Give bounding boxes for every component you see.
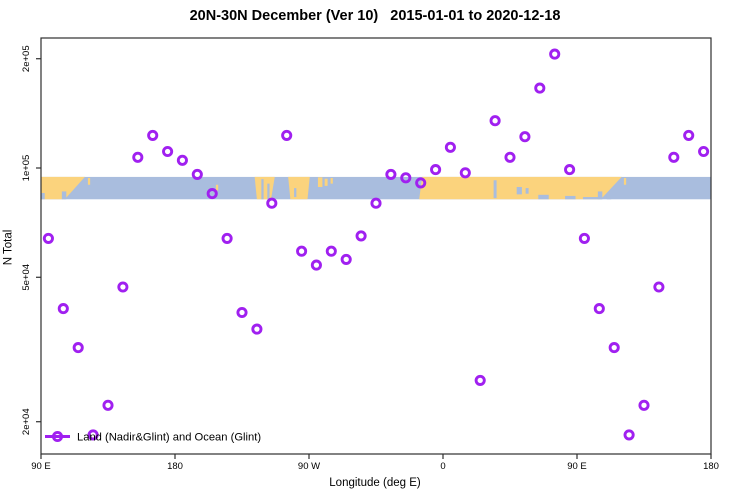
data-point-marker (444, 141, 456, 153)
water-inlet (516, 186, 522, 195)
water-inlet (294, 188, 297, 198)
data-point-marker (519, 131, 531, 143)
plot-border (40, 37, 712, 455)
legend: Land (Nadir&Glint) and Ocean (Glint) (45, 430, 261, 444)
data-point-marker (578, 232, 590, 244)
data-point-marker (266, 197, 278, 209)
water-inlet (41, 193, 45, 200)
y-tick-label: 2e+05 (21, 45, 32, 72)
chart-title: 20N-30N December (Ver 10) 2015-01-01 to … (189, 8, 561, 24)
data-point-marker (668, 151, 680, 163)
data-point-marker (549, 48, 561, 60)
y-tick-label: 1e+05 (21, 155, 32, 182)
data-point-marker (698, 145, 710, 158)
data-point-marker (653, 281, 665, 293)
water-inlet (538, 194, 549, 200)
data-point-marker (474, 374, 486, 386)
data-point-marker (221, 232, 233, 244)
data-points (42, 48, 710, 441)
data-point-marker (430, 164, 442, 176)
water-inlet (597, 191, 603, 200)
x-tick-label: 90 W (298, 461, 320, 472)
x-tick-label: 180 (167, 461, 183, 472)
data-point-marker (459, 167, 471, 179)
data-point-marker (593, 303, 605, 315)
data-point-marker (42, 232, 54, 244)
data-point-marker (638, 399, 650, 411)
water-inlet (582, 197, 603, 200)
land-islet (623, 178, 627, 185)
data-point-marker (162, 145, 174, 158)
data-point-marker (385, 168, 397, 180)
x-tick-label: 90 E (31, 461, 51, 472)
land-patch (288, 176, 310, 200)
data-point-marker (72, 342, 84, 354)
water-inlet (61, 191, 67, 200)
water-inlet (267, 183, 270, 200)
legend-label: Land (Nadir&Glint) and Ocean (Glint) (77, 432, 261, 444)
data-point-marker (206, 188, 218, 200)
water-inlet (606, 194, 612, 200)
water-inlet (261, 179, 264, 200)
data-point-marker (132, 151, 144, 163)
land-patch (41, 176, 85, 200)
data-point-marker (564, 164, 576, 176)
map-strip (41, 176, 711, 200)
data-point-marker (57, 303, 69, 315)
data-point-marker (608, 342, 620, 354)
land-islet (215, 184, 219, 191)
land-islet (87, 178, 91, 185)
plot-frame (40, 37, 712, 455)
data-point-marker (87, 429, 99, 441)
data-point-marker (534, 82, 546, 94)
data-point-marker (340, 253, 352, 265)
data-point-marker (325, 245, 337, 257)
data-point-marker (191, 168, 203, 180)
data-point-marker (117, 281, 129, 293)
x-tick-label: 0 (440, 461, 445, 472)
data-point-marker (623, 429, 635, 441)
water-inlet (525, 188, 529, 194)
land-islet (330, 178, 333, 184)
x-axis-label: Longitude (deg E) (329, 477, 421, 489)
x-tick-label: 90 E (567, 461, 587, 472)
y-tick-label: 5e+04 (21, 264, 32, 291)
data-point-marker (683, 129, 695, 141)
data-point-marker (489, 115, 501, 127)
water-inlet (565, 195, 576, 200)
y-axis-label: N Total (2, 229, 15, 266)
data-point-marker (310, 259, 322, 271)
land-islet (324, 178, 328, 186)
data-point-marker (102, 399, 114, 411)
data-point-marker (370, 197, 382, 209)
data-point-marker (415, 177, 427, 189)
data-point-marker (147, 129, 159, 141)
data-point-marker (281, 129, 293, 141)
data-point-marker (251, 323, 263, 335)
water-inlet (493, 180, 497, 199)
data-point-marker (236, 306, 248, 319)
data-point-marker (355, 230, 367, 242)
y-tick-label: 2e+04 (21, 408, 32, 435)
land-islet (317, 177, 323, 187)
land-patch (254, 176, 275, 200)
data-point-marker (176, 154, 188, 166)
legend-marker-icon (51, 430, 64, 443)
axis-ticks: 90 E 180 90 W 0 90 E 180 2e+04 5e+04 1e+05 2e+05 (21, 45, 719, 472)
data-point-marker (296, 245, 308, 257)
x-tick-label: 180 (703, 461, 719, 472)
data-point-marker (504, 151, 516, 163)
data-point-marker (400, 172, 412, 184)
